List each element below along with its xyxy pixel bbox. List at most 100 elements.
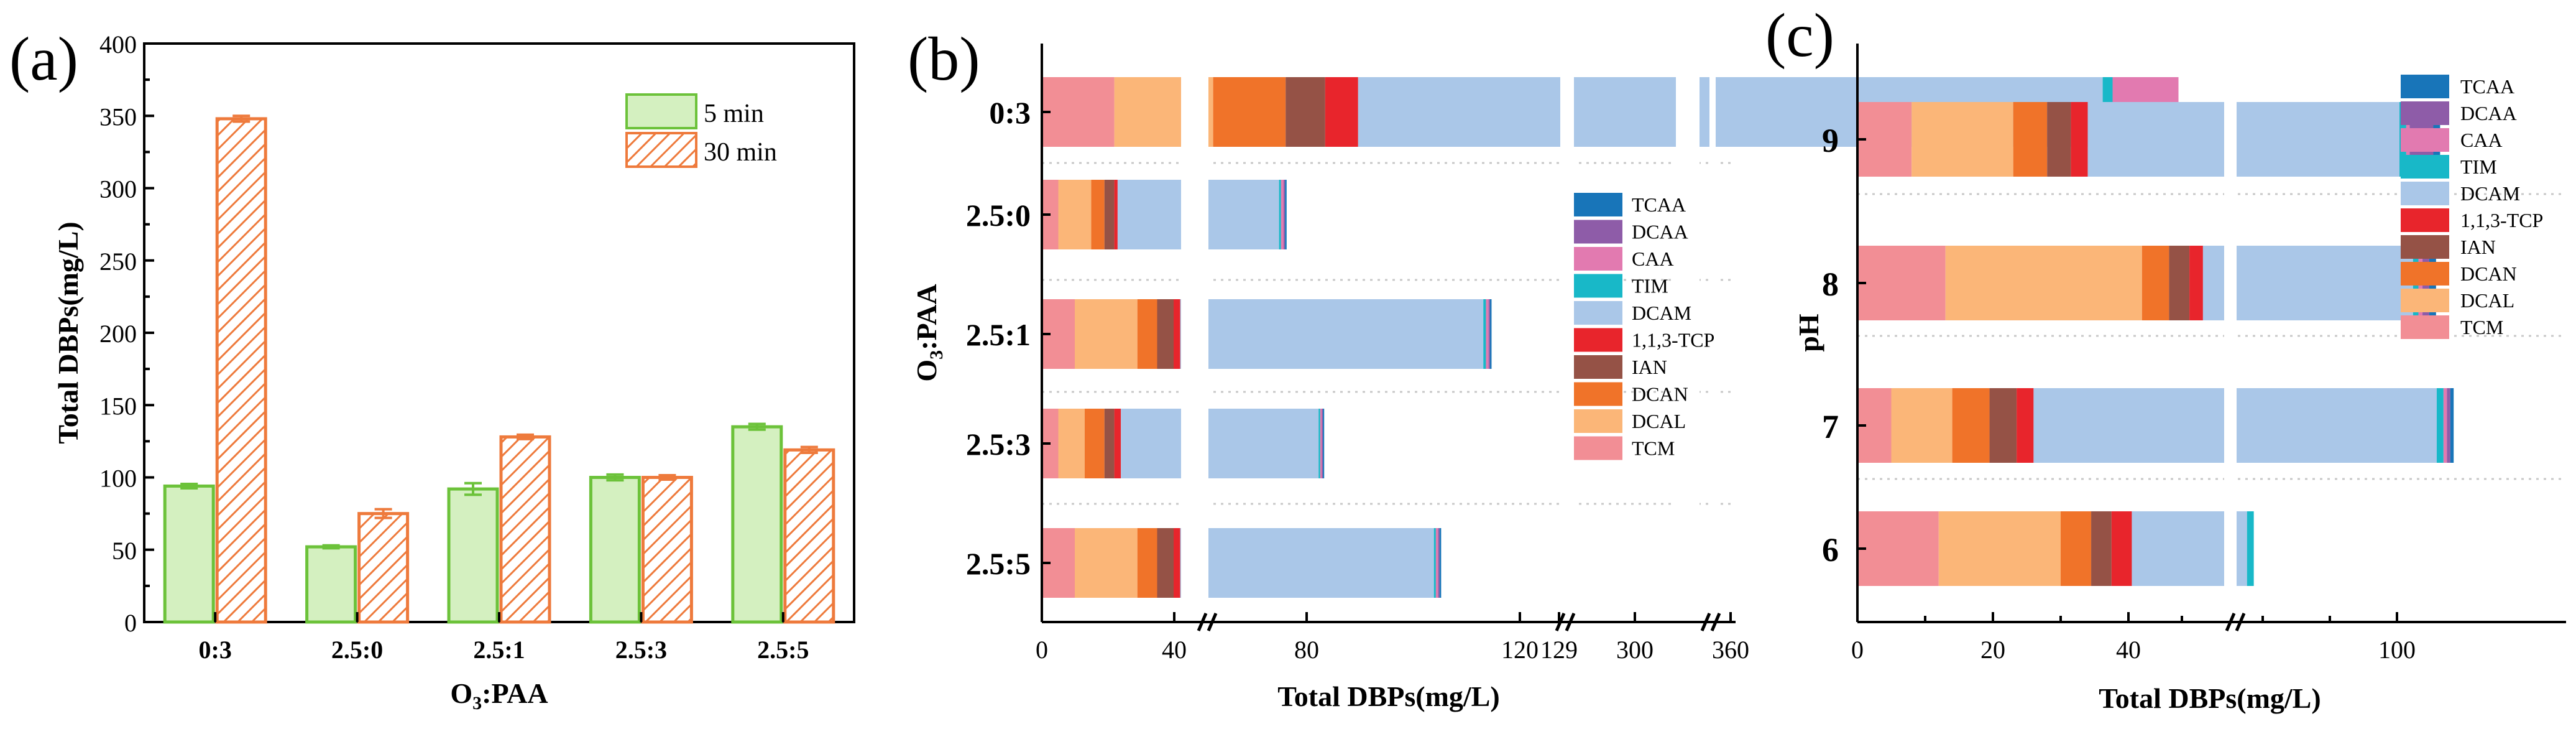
segment-tcaa-2-5-5 xyxy=(1439,528,1442,598)
segment-dcam-ph-8 xyxy=(2202,246,2413,320)
panel-a-legend: 5 min 30 min xyxy=(625,93,777,168)
segment-tim-2-5-3 xyxy=(1318,409,1320,478)
segment-caa-2-5-3 xyxy=(1320,409,1322,478)
legend-swatch-dcaa xyxy=(2401,101,2449,125)
panel-b-y-axis: 0:3 2.5:0 2.5:1 2.5:3 2.5:5 xyxy=(966,95,1051,581)
panel-c-label: (c) xyxy=(1765,1,1834,70)
panel-b-label: (b) xyxy=(908,24,980,93)
y-tick-label: 300 xyxy=(99,175,137,203)
axis-break-mark xyxy=(2225,613,2246,631)
segment-dcan-ph-8 xyxy=(2141,246,2169,320)
segment-ian-2-5-0 xyxy=(1104,180,1115,249)
bar-5-min-2-5-3 xyxy=(589,476,641,624)
segment-dcam-2-5-3 xyxy=(1121,409,1319,478)
panel-a-x-axis-title: O3:PAA xyxy=(450,677,548,713)
segment-dcaa-2-5-0 xyxy=(1284,180,1286,249)
axis-break-mark xyxy=(1197,613,1218,631)
segment-caa-2-5-1 xyxy=(1486,299,1489,369)
axis-break-mark xyxy=(1555,613,1576,631)
legend-label-dcam: DCAM xyxy=(1632,302,1691,324)
legend-swatch-tim xyxy=(2401,155,2449,179)
axis-break-mark xyxy=(1700,613,1721,631)
x-tick-label: 100 xyxy=(2378,636,2416,664)
segment-tcaa-2-5-1 xyxy=(1489,299,1492,369)
segment-dcal-2-5-0 xyxy=(1058,180,1092,249)
x-tick-label: 80 xyxy=(1294,636,1319,664)
x-tick-label: 2.5:1 xyxy=(473,636,525,664)
segment-dcan-ph-6 xyxy=(2061,511,2092,586)
panel-a-y-axis: 0 50 100 150 200 250 300 350 400 xyxy=(99,30,154,637)
segment-1-1-3-tcp-ph-6 xyxy=(2111,511,2132,586)
y-category-label: 6 xyxy=(1822,531,1839,569)
legend-label-dcan: DCAN xyxy=(1632,383,1688,406)
segment-tim-ph-6 xyxy=(2247,511,2254,586)
panel-c: (c) 0 20 40 100 9 8 7 6 TCAA DCAA CAA TIM DCAM 1,1,… xyxy=(1765,1,2566,714)
segment-tcaa-2-5-0 xyxy=(1285,180,1287,249)
segment-ian-ph-8 xyxy=(2169,246,2190,320)
segment-tim-2-5-1 xyxy=(1483,299,1486,369)
bar-row-ph-9 xyxy=(1857,102,2440,177)
legend-swatch-30-min xyxy=(625,132,697,168)
bar-30-min-2-5-1 xyxy=(499,435,551,624)
legend-label-ian: IAN xyxy=(1632,356,1667,378)
bar-30-min-2-5-5 xyxy=(783,448,835,624)
y-tick-label: 250 xyxy=(99,248,137,276)
segment-dcal-2-5-5 xyxy=(1075,528,1138,598)
legend-label-tim: TIM xyxy=(1632,275,1668,297)
segment-1-1-3-tcp-0-3 xyxy=(1325,77,1358,147)
panel-c-y-axis: 9 8 7 6 xyxy=(1822,122,1866,569)
panel-a-y-axis-title: Total DBPs(mg/L) xyxy=(52,221,84,444)
legend-label-tcm: TCM xyxy=(1632,437,1675,460)
panel-b-y-axis-title: O3:PAA xyxy=(911,284,947,381)
bar-5-min-0-3 xyxy=(163,484,215,624)
axis-break-gap xyxy=(1676,50,1700,619)
legend-swatch-dcam xyxy=(2401,182,2449,205)
segment-dcal-2-5-1 xyxy=(1075,299,1138,369)
x-tick-label: 120 xyxy=(1501,636,1539,664)
x-tick-label: 360 xyxy=(1712,636,1749,664)
legend-swatch-ian xyxy=(1574,355,1622,379)
y-category-label: 7 xyxy=(1822,408,1839,445)
y-tick-label: 150 xyxy=(99,392,137,420)
legend-label-dcal: DCAL xyxy=(1632,410,1686,432)
segment-1-1-3-tcp-ph-8 xyxy=(2189,246,2203,320)
x-tick-label: 0:3 xyxy=(199,636,232,664)
segment-tcm-ph-6 xyxy=(1857,511,1939,586)
segment-1-1-3-tcp-ph-7 xyxy=(2017,388,2034,463)
segment-dcal-ph-8 xyxy=(1945,246,2142,320)
y-tick-label: 200 xyxy=(99,320,137,348)
segment-tcaa-ph-7 xyxy=(2450,388,2454,463)
segment-caa-2-5-0 xyxy=(1281,180,1284,249)
bar-30-min-0-3 xyxy=(215,117,267,624)
segment-1-1-3-tcp-2-5-1 xyxy=(1174,299,1180,369)
segment-dcan-2-5-0 xyxy=(1091,180,1105,249)
segment-tcm-ph-8 xyxy=(1857,246,1946,320)
legend-label-1-1-3-tcp: 1,1,3-TCP xyxy=(2460,209,2543,231)
bar-5-min-2-5-1 xyxy=(447,487,499,624)
legend-label-ian: IAN xyxy=(2460,236,2496,258)
legend-label-tim: TIM xyxy=(2460,156,2497,178)
panel-c-x-axis-title: Total DBPs(mg/L) xyxy=(2099,682,2321,714)
panel-c-y-axis-title: pH xyxy=(1793,314,1824,352)
segment-dcal-2-5-3 xyxy=(1058,409,1085,478)
segment-ian-2-5-1 xyxy=(1157,299,1174,369)
y-tick-label: 400 xyxy=(99,30,137,58)
x-tick-label: 300 xyxy=(1616,636,1654,664)
segment-ian-2-5-3 xyxy=(1104,409,1115,478)
segment-dcan-0-3 xyxy=(1213,77,1286,147)
bar-5-min-2-5-5 xyxy=(731,425,783,624)
legend-swatch-dcan xyxy=(2401,262,2449,286)
x-tick-label: 2.5:5 xyxy=(757,636,809,664)
legend-swatch-dcal xyxy=(1574,409,1622,433)
y-category-label: 2.5:5 xyxy=(966,546,1031,581)
legend-swatch-dcam xyxy=(1574,301,1622,325)
segment-dcaa-2-5-5 xyxy=(1438,528,1440,598)
legend-swatch-tcm xyxy=(1574,436,1622,460)
legend-swatch-5-min xyxy=(625,93,697,129)
panel-a: (a) 0 50 100 150 200 250 300 350 400 0:3 2.5:0 2.5… xyxy=(9,24,855,713)
segment-dcam-2-5-5 xyxy=(1180,528,1434,598)
segment-dcal-ph-9 xyxy=(1911,102,2013,177)
segment-tcaa-2-5-3 xyxy=(1323,409,1325,478)
legend-label-dcaa: DCAA xyxy=(2460,102,2517,124)
legend-label-5-min: 5 min xyxy=(704,100,764,128)
